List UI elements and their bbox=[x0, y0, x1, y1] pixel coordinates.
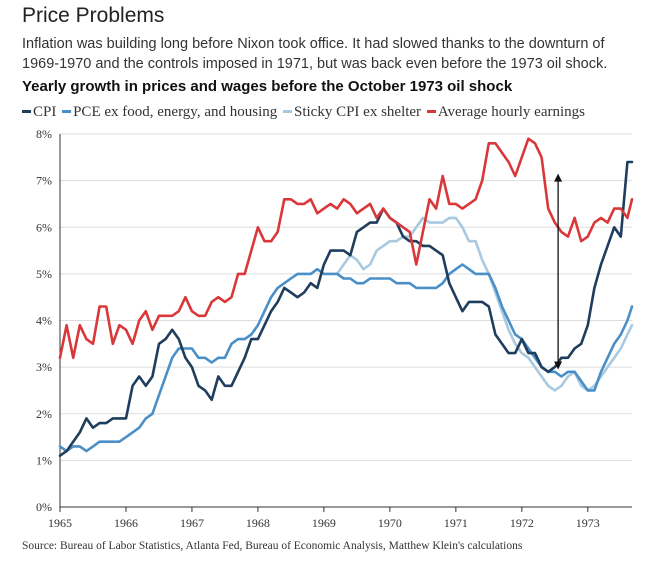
x-tick-label: 1971 bbox=[444, 516, 468, 530]
x-tick-label: 1969 bbox=[312, 516, 336, 530]
legend-label-pce: PCE ex food, energy, and housing bbox=[73, 104, 278, 120]
y-tick-label: 7% bbox=[36, 174, 52, 188]
source-note: Source: Bureau of Labor Statistics, Atla… bbox=[22, 540, 523, 552]
x-tick-label: 1972 bbox=[510, 516, 534, 530]
legend-label-ahe: Average hourly earnings bbox=[437, 104, 585, 120]
legend-item-ahe: Average hourly earnings bbox=[426, 104, 585, 121]
annotation-arrowhead-top bbox=[554, 173, 563, 182]
y-tick-label: 3% bbox=[36, 360, 52, 374]
legend-item-cpi: CPI bbox=[22, 104, 56, 121]
page-subtitle: Inflation was building long before Nixon… bbox=[22, 36, 608, 72]
y-tick-label: 8% bbox=[36, 127, 52, 141]
chart-title: Yearly growth in prices and wages before… bbox=[22, 78, 513, 95]
y-tick-label: 4% bbox=[36, 314, 52, 328]
series-line-sticky bbox=[335, 216, 634, 392]
chart-legend: CPI PCE ex food, energy, and housing Sti… bbox=[22, 104, 587, 121]
legend-label-cpi: CPI bbox=[33, 104, 57, 120]
series-line-pce bbox=[58, 263, 634, 453]
y-tick-label: 1% bbox=[36, 453, 52, 467]
x-tick-label: 1965 bbox=[48, 516, 72, 530]
series-line-ahe bbox=[58, 137, 634, 360]
legend-item-pce: PCE ex food, energy, and housing bbox=[62, 104, 277, 121]
y-tick-label: 2% bbox=[36, 407, 52, 421]
series-line-cpi bbox=[58, 160, 634, 458]
legend-label-sticky: Sticky CPI ex shelter bbox=[293, 104, 422, 120]
x-tick-label: 1968 bbox=[246, 516, 270, 530]
y-tick-label: 0% bbox=[36, 500, 52, 514]
x-tick-label: 1970 bbox=[378, 516, 402, 530]
y-tick-label: 6% bbox=[36, 220, 52, 234]
x-tick-label: 1973 bbox=[576, 516, 600, 530]
x-tick-label: 1967 bbox=[180, 516, 204, 530]
legend-swatch-sticky bbox=[282, 110, 292, 113]
legend-swatch-pce bbox=[62, 110, 72, 113]
legend-swatch-ahe bbox=[426, 110, 436, 113]
legend-swatch-cpi bbox=[22, 110, 31, 113]
x-tick-label: 1966 bbox=[114, 516, 138, 530]
y-tick-label: 5% bbox=[36, 267, 52, 281]
annotation-arrowhead-bottom bbox=[554, 361, 563, 370]
page-title: Price Problems bbox=[22, 4, 165, 27]
legend-item-sticky: Sticky CPI ex shelter bbox=[282, 104, 422, 121]
